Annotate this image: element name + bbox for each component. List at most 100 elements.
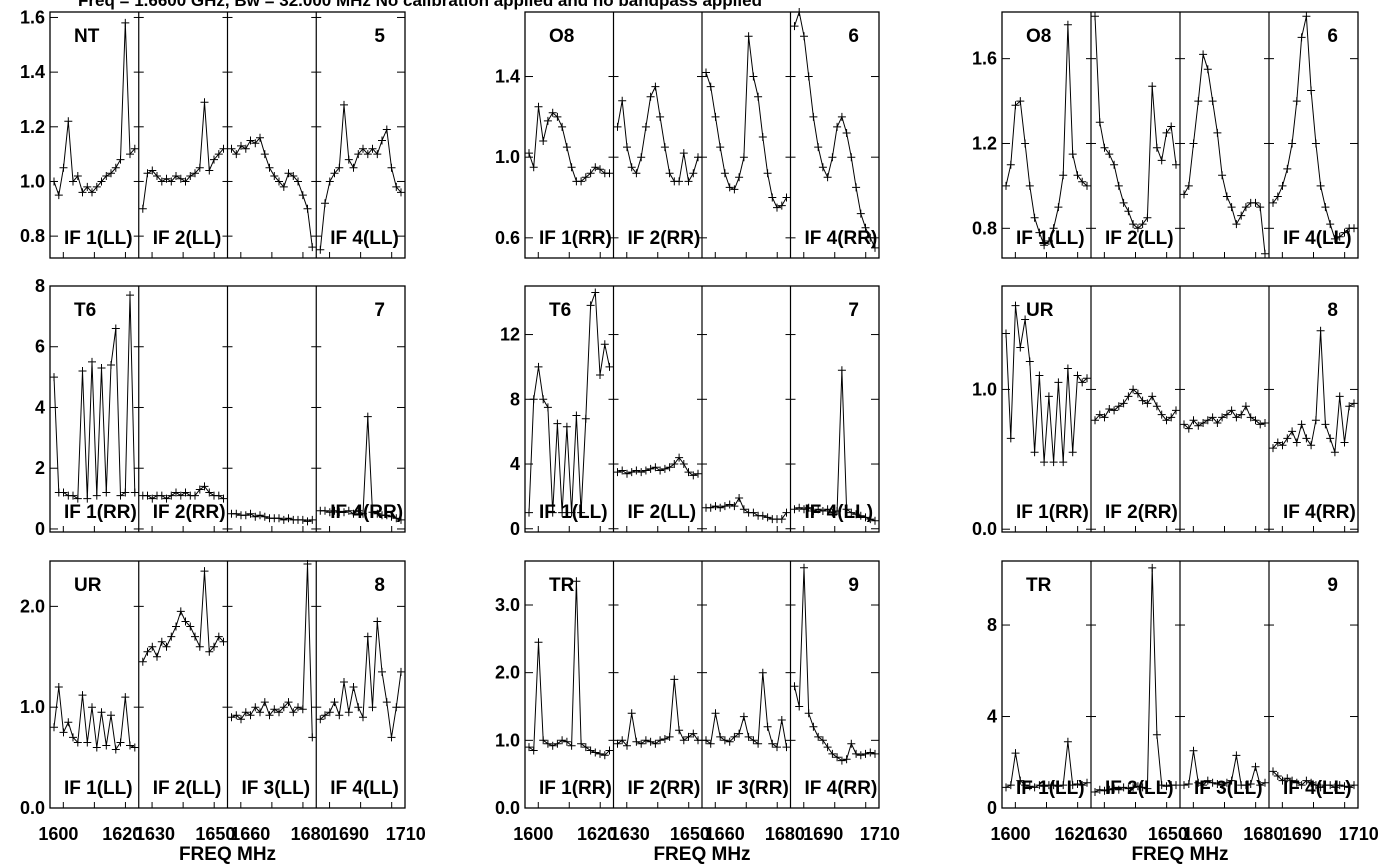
data-point xyxy=(191,632,199,641)
data-point xyxy=(694,153,702,162)
data-point xyxy=(735,173,744,182)
baseline-label-left: TR xyxy=(549,575,575,596)
data-point xyxy=(373,150,382,159)
data-point xyxy=(397,188,405,197)
data-point xyxy=(1133,224,1142,233)
data-point xyxy=(763,722,772,731)
data-point xyxy=(1311,416,1320,425)
if-label: IF 1(RR) xyxy=(539,778,612,799)
baseline-label-left: UR xyxy=(1026,300,1054,321)
data-point xyxy=(694,469,702,478)
series-line xyxy=(528,106,610,182)
x-tick-label: 1680 xyxy=(1243,824,1283,844)
data-point xyxy=(1261,249,1269,258)
data-point xyxy=(157,491,166,500)
data-point xyxy=(725,500,734,509)
data-point xyxy=(847,508,856,517)
data-point xyxy=(232,150,241,159)
if-label: IF 1(LL) xyxy=(64,228,133,249)
data-point xyxy=(1288,776,1297,785)
data-point xyxy=(711,709,720,718)
data-point xyxy=(363,632,372,641)
data-point xyxy=(330,506,339,515)
series-line xyxy=(142,571,224,663)
data-point xyxy=(646,737,655,746)
data-point xyxy=(562,422,571,431)
data-point xyxy=(1232,413,1241,422)
data-point xyxy=(387,733,396,742)
data-point xyxy=(1261,778,1269,787)
y-tick-label: 1.0 xyxy=(20,171,45,191)
if-label: IF 2(RR) xyxy=(628,228,701,249)
data-point xyxy=(294,177,302,186)
data-point xyxy=(1256,203,1265,212)
data-point xyxy=(246,711,255,720)
data-point xyxy=(191,491,199,500)
data-point xyxy=(1232,220,1241,229)
data-point xyxy=(1246,780,1255,788)
y-tick-label: 4 xyxy=(35,397,45,417)
data-point xyxy=(1227,203,1236,212)
data-point xyxy=(241,144,250,153)
data-point xyxy=(1180,420,1188,429)
data-point xyxy=(1114,181,1123,190)
data-point xyxy=(1350,224,1358,233)
x-tick-label: 1630 xyxy=(610,824,650,844)
data-point xyxy=(694,736,702,745)
data-point xyxy=(543,739,552,748)
baseline-label-right: 6 xyxy=(848,26,859,47)
data-point xyxy=(711,502,720,511)
data-point xyxy=(735,494,744,502)
data-point xyxy=(78,188,87,197)
data-point xyxy=(1129,220,1138,229)
data-point xyxy=(790,682,799,691)
data-point xyxy=(298,515,307,524)
data-point xyxy=(1110,406,1119,415)
data-point xyxy=(126,291,134,300)
data-point xyxy=(1326,434,1335,443)
baseline-label-right: 5 xyxy=(374,26,385,47)
data-point xyxy=(303,517,312,526)
data-point xyxy=(359,144,367,153)
data-point xyxy=(809,722,818,731)
data-point xyxy=(97,708,106,717)
data-point xyxy=(1302,12,1311,21)
x-tick-label: 1680 xyxy=(291,824,331,844)
if-label: IF 1(LL) xyxy=(539,502,608,523)
data-point xyxy=(758,511,767,520)
data-point xyxy=(1129,385,1138,394)
data-point xyxy=(167,632,176,641)
data-point xyxy=(548,741,557,750)
data-point xyxy=(1297,33,1306,42)
data-point xyxy=(660,464,669,473)
data-point xyxy=(1114,402,1123,411)
y-tick-label: 2.0 xyxy=(495,663,520,683)
data-point xyxy=(665,463,674,472)
if-label: IF 4(LL) xyxy=(330,228,399,249)
data-point xyxy=(525,149,533,158)
data-point xyxy=(1162,782,1171,791)
data-point xyxy=(256,133,264,142)
data-point xyxy=(1025,782,1034,791)
data-point xyxy=(567,508,576,517)
data-point xyxy=(1157,781,1166,790)
data-point xyxy=(1316,326,1325,335)
data-point xyxy=(382,698,391,707)
data-point xyxy=(543,403,552,412)
x-tick-label: 1660 xyxy=(230,824,270,844)
data-point xyxy=(325,708,334,717)
y-tick-label: 4 xyxy=(510,454,520,474)
x-tick-label: 1710 xyxy=(386,824,426,844)
data-point xyxy=(279,703,288,712)
series-line xyxy=(142,102,224,209)
data-point xyxy=(289,172,298,180)
data-point xyxy=(613,739,622,748)
data-point xyxy=(754,92,763,101)
data-point xyxy=(260,150,269,159)
y-tick-label: 1.4 xyxy=(495,67,520,87)
data-point xyxy=(195,163,204,172)
series-line xyxy=(1272,330,1355,453)
data-point xyxy=(842,755,851,764)
data-point xyxy=(539,736,548,745)
data-point xyxy=(818,507,827,515)
